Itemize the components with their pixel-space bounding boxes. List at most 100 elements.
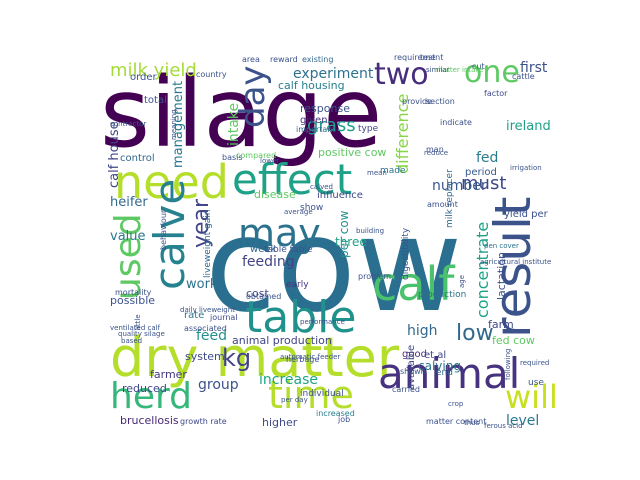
word-automatic-feeder: automatic feeder [280,353,340,361]
word-matter-intake: matter intake [436,66,484,74]
word-good: good [402,349,427,360]
word-digestibility: digestibility [401,227,411,280]
word-two: two [374,57,429,92]
word-positive-cow: positive cow [318,146,386,159]
word-value: value [110,229,146,244]
word-section: section [426,97,455,106]
word-behaviour: behaviour [159,209,168,250]
word-reward: reward [270,55,298,64]
word-concentrate: concentrate [473,222,492,318]
word-use: use [528,378,544,388]
word-compared: compared [236,151,276,160]
word-day: day [233,65,273,128]
word-following: following [504,349,512,380]
word-reduced: reduced [122,382,167,395]
word-matter-content: matter content [426,417,486,426]
word-provide: provide [402,97,432,106]
word-fed-cow: fed cow [492,334,535,347]
word-shown: shown [400,367,426,376]
word-increased: increased [316,409,355,418]
word-ventilated-calf: ventilated calf [110,324,161,332]
word-dry-matter: dry matter [110,326,400,389]
word-important: important [296,125,336,134]
word-calving: calving [418,359,461,373]
word-brucellosis: brucellosis [120,414,179,427]
word-pen-cover: pen cover [484,242,519,250]
word-ferous-acid: ferous acid [484,422,523,430]
word-total: total [144,95,167,106]
word-contractor: contractor [110,120,146,128]
word-yield-per: yield per [504,209,549,220]
word-liveweight-gain: liveweight gain [203,209,213,278]
word-fed: fed [476,150,498,166]
word-possible: possible [110,294,155,307]
word-level: level [506,413,539,429]
word-age: age [458,275,466,288]
word-farm: farm [488,318,514,331]
word-early: early [286,280,309,290]
word-type: type [358,124,379,134]
word-low: low [456,321,494,346]
word-given: given [300,115,328,126]
word-table: table [245,292,356,343]
word-indicate: indicate [440,118,472,127]
word-week: week [250,244,276,255]
word-mortality: mortality [115,288,152,297]
word-crop: crop [448,400,464,408]
word-requirement: requirement [394,53,443,62]
word-factor: factor [484,89,508,98]
word-irrigation: irrigation [510,164,542,172]
word-herbage: herbage [286,355,319,364]
word-three: three [335,235,367,249]
word-experiment: experiment [293,66,374,82]
word-farmer: farmer [150,368,187,381]
word-obtained: obtained [246,292,281,301]
word-one: one [464,55,520,90]
word-cost: cost [246,287,270,300]
word-high: high [407,323,438,339]
word-first: first [520,60,548,76]
word-must: must [461,173,506,194]
word-system: system [185,350,225,363]
word-milk-replacer: milk replacer [445,169,455,228]
word-heifer: heifer [110,195,148,210]
word-control: control [120,153,155,164]
word-increase: increase [259,372,318,388]
word-may: may [238,211,321,255]
word-area: area [242,55,260,64]
word-result: result [484,197,542,338]
word-feeding: feeding [242,254,295,270]
word-herd: herd [110,376,192,417]
word-need: need [114,155,229,209]
word-calf: calf [372,257,456,311]
word-effect: effect [232,155,352,204]
word-production: production [418,290,466,300]
word-individual: individual [300,389,344,399]
word-country: country [196,70,227,79]
word-amount: amount [427,200,458,209]
word-reduce: reduce [424,149,448,157]
word-thus: thus [464,419,480,427]
word-carried: carried [392,385,420,394]
word-required: required [520,359,549,367]
word-building: building [356,227,384,235]
word-cow: cow [205,189,462,341]
word-intake: intake [226,103,242,146]
word-show: show [300,203,323,213]
word-similar: similar [426,66,450,74]
word-used: used [108,213,149,300]
word-difference: difference [393,94,412,174]
word-based: based [121,337,142,345]
word-feed: feed [196,328,227,344]
word-average: average [284,208,313,216]
word-animal: animal [378,349,520,398]
word-per-cow: per cow [337,210,351,258]
word-calf-house: calf house [107,121,122,188]
word-test: test [420,53,435,62]
word-will: will [505,378,558,416]
word-lower: lower [260,157,279,165]
word-grass: grass [307,115,356,136]
word-available: available [406,345,417,390]
